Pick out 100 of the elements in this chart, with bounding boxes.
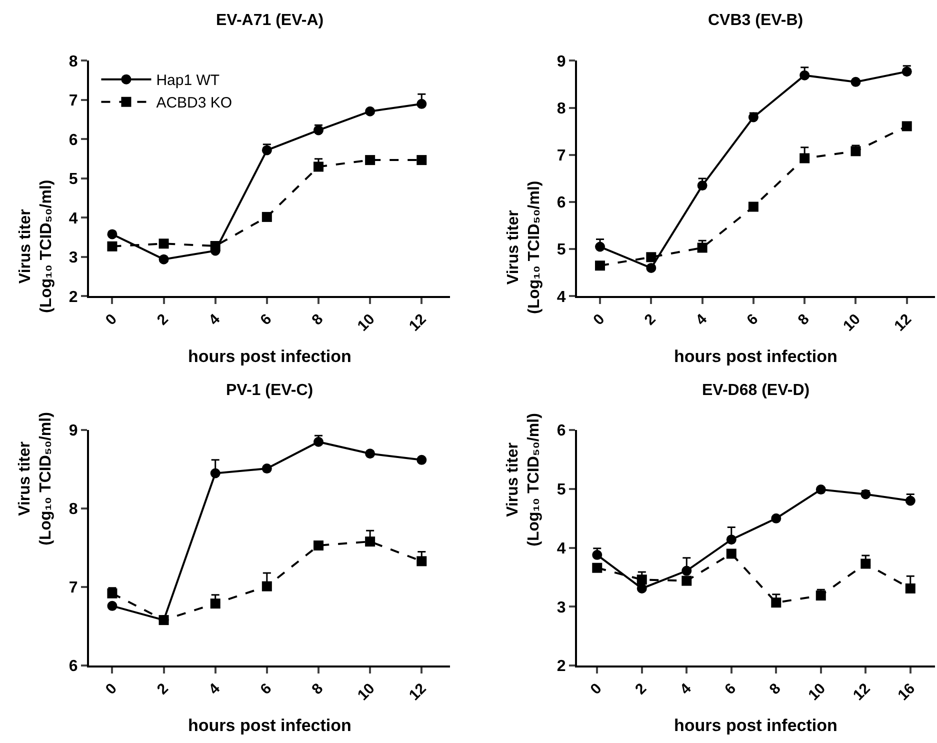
point xyxy=(313,162,324,172)
x-tick-label: 0 xyxy=(590,310,608,329)
y-tick-label: 2 xyxy=(556,658,566,676)
point xyxy=(636,574,647,585)
x-tick-label: 2 xyxy=(154,680,172,698)
point xyxy=(646,262,656,273)
point xyxy=(682,576,692,586)
y-tick-label: 2 xyxy=(68,288,78,306)
point xyxy=(800,70,810,80)
y-axis-title: Virus titer (Log₁₀ TCID₅₀/ml) xyxy=(17,180,55,313)
x-tick-label: 12 xyxy=(406,310,430,335)
y-tick-label: 8 xyxy=(68,53,78,70)
point xyxy=(748,202,758,212)
x-tick-label: 10 xyxy=(354,680,378,704)
y-tick-label: 5 xyxy=(556,242,566,259)
chart-title: CVB3 (EV-B) xyxy=(708,12,804,29)
y-tick-label: 3 xyxy=(556,599,566,616)
point xyxy=(262,145,272,156)
x-axis-title: hours post infection xyxy=(674,716,838,735)
point xyxy=(592,562,602,573)
y-tick-label: 9 xyxy=(556,53,566,70)
point xyxy=(697,180,708,191)
x-tick-label: 0 xyxy=(587,680,606,698)
point xyxy=(365,155,376,166)
y-axis-title: Virus titer (Log₁₀ TCID₅₀/ml) xyxy=(16,412,54,546)
point xyxy=(800,153,810,164)
x-tick-label: 0 xyxy=(102,680,120,698)
point xyxy=(365,448,376,459)
point xyxy=(210,468,220,478)
x-tick-label: 12 xyxy=(850,680,874,704)
x-tick-label: 4 xyxy=(206,310,224,329)
x-tick-label: 6 xyxy=(722,680,740,698)
legend-label: ACBD3 KO xyxy=(156,94,232,112)
y-tick-label: 5 xyxy=(556,482,566,499)
x-tick-label: 0 xyxy=(102,310,120,329)
point xyxy=(905,583,916,594)
x-tick-label: 2 xyxy=(632,680,650,698)
point xyxy=(107,241,118,252)
y-tick-label: 3 xyxy=(68,250,78,267)
x-tick-label: 4 xyxy=(676,680,696,698)
y-tick-label: 4 xyxy=(556,288,566,306)
point xyxy=(416,454,427,465)
y-tick-label: 7 xyxy=(68,92,78,110)
y-tick-label: 8 xyxy=(556,100,566,118)
x-tick-label: 4 xyxy=(692,310,711,329)
point xyxy=(902,66,912,77)
point xyxy=(158,238,169,249)
point xyxy=(313,125,324,136)
x-tick-label: 8 xyxy=(308,310,327,329)
y-tick-label: 8 xyxy=(68,501,78,518)
point xyxy=(860,558,871,569)
point xyxy=(905,496,916,506)
x-tick-label: 8 xyxy=(308,680,327,698)
x-tick-label: 8 xyxy=(766,680,784,698)
legend-label: Hap1 WT xyxy=(156,72,220,90)
x-tick-label: 10 xyxy=(805,680,830,704)
x-tick-label: 12 xyxy=(891,310,915,335)
point xyxy=(313,436,324,447)
point xyxy=(816,590,826,601)
point xyxy=(850,76,861,87)
point xyxy=(595,260,606,271)
point xyxy=(748,112,758,122)
x-axis-title: hours post infection xyxy=(188,347,352,366)
x-tick-label: 12 xyxy=(406,680,430,704)
y-tick-label: 7 xyxy=(68,580,78,597)
y-tick-label: 6 xyxy=(68,132,78,149)
y-axis-title: Virus titer (Log₁₀ TCID₅₀/ml) xyxy=(504,413,542,546)
point xyxy=(636,583,647,594)
point xyxy=(262,464,272,474)
x-tick-label: 8 xyxy=(794,310,813,329)
point xyxy=(595,242,606,252)
point xyxy=(726,534,736,545)
y-tick-label: 6 xyxy=(68,658,78,676)
point xyxy=(107,600,118,611)
point xyxy=(365,536,376,547)
chart-title: EV-A71 (EV-A) xyxy=(216,12,324,29)
point xyxy=(158,254,169,264)
point xyxy=(860,489,871,500)
x-tick-label: 4 xyxy=(206,680,224,698)
y-axis-title: Virus titer (Log₁₀ TCID₅₀/ml) xyxy=(505,180,543,314)
y-tick-label: 9 xyxy=(68,422,78,440)
x-tick-label: 10 xyxy=(840,310,864,335)
y-tick-label: 5 xyxy=(68,171,78,188)
x-tick-label: 2 xyxy=(154,310,172,329)
point xyxy=(365,106,376,116)
point xyxy=(902,121,912,132)
point xyxy=(262,581,272,592)
point xyxy=(850,146,861,156)
point xyxy=(646,252,656,262)
y-tick-label: 6 xyxy=(556,422,566,440)
point xyxy=(416,556,427,566)
point xyxy=(313,540,324,550)
y-tick-label: 7 xyxy=(556,148,566,165)
x-tick-label: 6 xyxy=(257,680,276,698)
point xyxy=(107,588,118,598)
point xyxy=(416,155,427,166)
x-tick-label: 6 xyxy=(744,310,762,329)
point xyxy=(682,566,692,576)
y-tick-label: 6 xyxy=(556,194,566,212)
point xyxy=(697,242,708,253)
